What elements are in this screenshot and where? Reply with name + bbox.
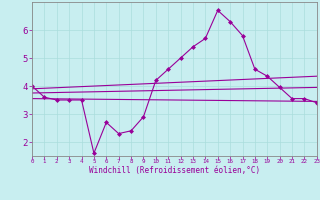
- X-axis label: Windchill (Refroidissement éolien,°C): Windchill (Refroidissement éolien,°C): [89, 166, 260, 175]
